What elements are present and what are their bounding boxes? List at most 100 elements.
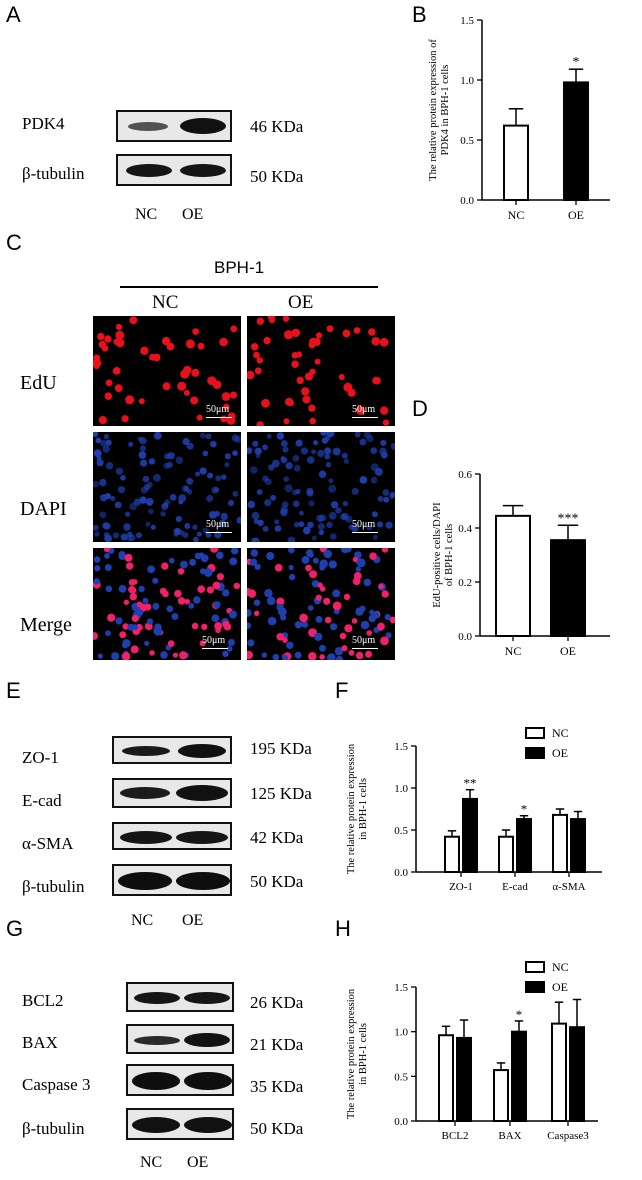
cell-nucleus <box>383 496 390 503</box>
bar-nc-2 <box>552 813 568 873</box>
cell-nucleus <box>98 416 107 425</box>
cell-nucleus <box>199 552 205 558</box>
cell-nucleus <box>351 487 359 496</box>
cell-nucleus <box>319 654 325 660</box>
blot-e-kda-ecad: 125 KDa <box>250 784 312 803</box>
x-tick-label: OE <box>560 644 576 658</box>
scale-bar-label: 50μm <box>206 519 230 530</box>
cell-nucleus <box>335 507 342 514</box>
cell-nucleus <box>191 368 200 377</box>
cell-nucleus <box>104 564 112 571</box>
cell-nucleus <box>347 388 356 397</box>
cell-nucleus <box>111 652 120 660</box>
cell-nucleus <box>314 358 321 365</box>
y-tick-label: 0.0 <box>394 1116 408 1128</box>
cell-nucleus <box>137 436 143 442</box>
cell-nucleus <box>288 564 294 571</box>
cell-nucleus <box>268 464 275 471</box>
cell-nucleus <box>308 404 316 412</box>
cell-nucleus <box>97 653 103 659</box>
cell-nucleus <box>129 593 137 601</box>
cell-nucleus <box>355 607 364 616</box>
cell-nucleus <box>127 623 135 631</box>
cell-nucleus <box>339 632 347 640</box>
cell-nucleus <box>293 464 301 472</box>
legend-swatch-oe <box>525 981 545 993</box>
cell-nucleus <box>262 475 269 482</box>
cell-nucleus <box>274 563 283 572</box>
y-axis-label-line: in BPH-1 cells <box>358 778 369 840</box>
cell-nucleus <box>287 536 296 542</box>
y-axis-label-line: PDK4 in BPH-1 cells <box>440 65 451 156</box>
cell-nucleus <box>323 597 331 605</box>
cell-nucleus <box>254 610 260 616</box>
blot-e-strip-zo1 <box>112 736 232 764</box>
cell-nucleus <box>274 525 282 532</box>
cell-nucleus <box>182 438 190 446</box>
significance-marker: ** <box>464 776 477 791</box>
significance-marker: * <box>521 802 528 817</box>
cell-nucleus <box>213 601 221 609</box>
significance-marker: *** <box>558 511 579 526</box>
y-axis-label-line: The relative protein expression of <box>428 39 439 181</box>
cell-nucleus <box>307 605 314 611</box>
cell-nucleus <box>94 531 100 537</box>
legend-swatch-nc <box>525 961 545 973</box>
cell-nucleus <box>121 415 129 423</box>
blot-g-label-tubulin: β-tubulin <box>22 1119 85 1138</box>
cell-nucleus <box>276 432 285 440</box>
cell-nucleus <box>140 459 148 467</box>
cell-nucleus <box>292 489 298 496</box>
cell-nucleus <box>330 501 339 509</box>
cell-nucleus <box>355 566 361 572</box>
cell-nucleus <box>105 439 112 446</box>
cell-nucleus <box>252 440 259 447</box>
panel-letter-a: A <box>6 2 21 27</box>
cell-nucleus <box>197 585 205 593</box>
cell-nucleus <box>103 433 110 440</box>
cell-nucleus <box>104 392 113 400</box>
cell-nucleus <box>120 533 128 541</box>
cell-nucleus <box>247 609 252 617</box>
cell-nucleus <box>299 613 308 623</box>
cell-nucleus <box>192 328 200 335</box>
cell-nucleus <box>376 521 384 528</box>
cell-nucleus <box>140 346 149 355</box>
cell-nucleus <box>340 513 347 520</box>
scale-bar-label: 50μm <box>202 635 226 646</box>
cell-nucleus <box>289 573 296 581</box>
cell-nucleus <box>129 316 138 325</box>
bar-oe-2 <box>570 818 586 873</box>
cell-nucleus <box>261 398 270 408</box>
cell-nucleus <box>131 614 139 623</box>
cell-nucleus <box>168 557 175 564</box>
cell-nucleus <box>227 638 235 647</box>
cell-nucleus <box>93 449 102 458</box>
cell-nucleus <box>378 583 384 590</box>
cell-nucleus <box>167 452 175 460</box>
blot-g-strip-tubulin <box>126 1108 234 1140</box>
blot-e-label-tubulin: β-tubulin <box>22 877 85 896</box>
cell-nucleus <box>193 536 199 542</box>
group-line <box>120 286 378 288</box>
cell-nucleus <box>99 511 107 519</box>
cell-nucleus <box>162 337 171 346</box>
bar-nc-0 <box>444 835 460 873</box>
bar-oe-0 <box>462 797 478 873</box>
cell-nucleus <box>230 391 238 399</box>
cell-nucleus <box>183 485 189 492</box>
cell-nucleus <box>272 653 280 660</box>
cell-nucleus <box>224 453 231 460</box>
cell-nucleus <box>366 524 372 531</box>
cell-nucleus <box>254 563 261 570</box>
bar-nc-0 <box>438 1034 454 1122</box>
cell-nucleus <box>355 651 364 660</box>
blot-e-label-zo1: ZO-1 <box>22 748 59 767</box>
cell-nucleus <box>139 496 147 504</box>
cell-nucleus <box>332 447 341 456</box>
blot-a-label-tubulin: β-tubulin <box>22 164 85 183</box>
x-tick-label: NC <box>505 644 522 658</box>
cell-nucleus <box>270 494 276 501</box>
bar-nc-2 <box>551 1022 567 1122</box>
cell-nucleus <box>129 502 137 511</box>
